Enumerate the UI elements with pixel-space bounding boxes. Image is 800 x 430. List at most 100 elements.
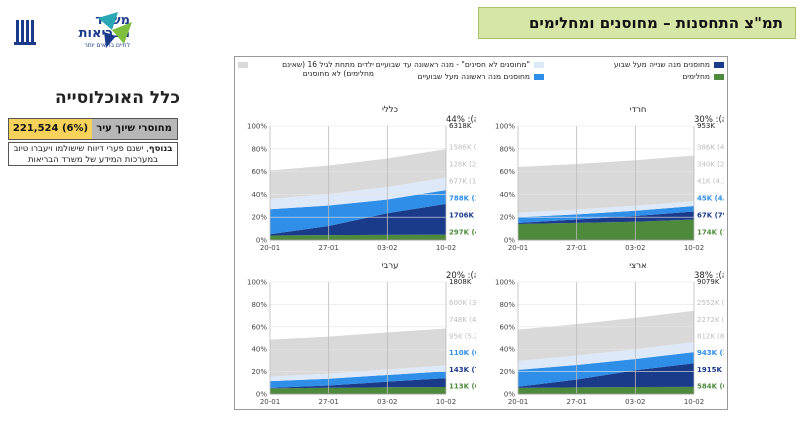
series-area xyxy=(270,149,446,199)
series-area xyxy=(518,352,694,387)
y-tick-label: 20% xyxy=(499,368,515,376)
series-value-label: 1915K (21%) xyxy=(697,366,724,374)
y-tick-label: 40% xyxy=(251,346,267,354)
y-tick-label: 60% xyxy=(251,323,267,331)
y-tick-label: 0% xyxy=(256,391,267,399)
panel-subtitle: אחוז המחוסנים (לפחות שבועיים ממנה ראשונה… xyxy=(694,271,724,281)
x-tick-label: 10-02 xyxy=(436,244,456,252)
unassigned-city-label: מחוסרי שיוך עיר xyxy=(91,119,177,139)
y-tick-label: 60% xyxy=(499,323,515,331)
x-tick-label: 27-01 xyxy=(566,398,586,406)
y-tick-label: 40% xyxy=(499,191,515,199)
series-value-label: 41K (4.3%) xyxy=(697,177,724,185)
chart-panel-national: 0% 20% 40% 60% 80% 100% 20-01 27-01 03-02 10-02 אר… xyxy=(495,261,724,406)
y-tick-label: 40% xyxy=(251,191,267,199)
y-tick-label: 100% xyxy=(495,123,515,131)
series-value-label: 95K (5.2%) xyxy=(449,333,476,341)
y-tick-label: 80% xyxy=(251,145,267,153)
series-value-label: 110K (6.1%) xyxy=(449,349,476,357)
y-tick-label: 0% xyxy=(504,237,515,245)
series-value-label: 943K (10%) xyxy=(697,349,724,357)
chart-legend: מחוסנים מנה שנייה מעל שבוע מחלימים "מחוס… xyxy=(238,60,724,86)
series-area xyxy=(518,201,694,218)
legend-swatch xyxy=(714,62,724,68)
series-area xyxy=(518,206,694,223)
y-tick-label: 40% xyxy=(499,346,515,354)
series-value-label: 788K (12%) xyxy=(449,194,476,202)
y-tick-label: 60% xyxy=(499,168,515,176)
ministry-emblem-icon xyxy=(14,20,36,45)
legend-item: מחוסנים מנה ראשונה מעל שבועיים xyxy=(417,72,530,81)
series-area xyxy=(518,211,694,225)
series-area xyxy=(270,190,446,235)
y-tick-label: 80% xyxy=(251,301,267,309)
series-value-label: 45K (4.8%) xyxy=(697,194,724,202)
legend-swatch xyxy=(534,74,544,80)
y-tick-label: 20% xyxy=(251,368,267,376)
x-tick-label: 20-01 xyxy=(260,244,280,252)
chart-panel-arab: 0% 20% 40% 60% 80% 100% 20-01 27-01 03-02 10-02 ער… xyxy=(247,261,476,406)
logo-star-icon xyxy=(98,12,132,48)
series-area xyxy=(518,363,694,388)
panel-subtitle: אחוז המחוסנים (לפחות שבועיים ממנה ראשונה… xyxy=(446,271,476,281)
series-area xyxy=(270,328,446,377)
reporting-gap-note: בנוסף, ישנם פערי דיווח שישולמו ויעברו טי… xyxy=(8,142,178,166)
total-label: 9079K xyxy=(697,278,720,286)
legend-item: "מחוסנים לא חסינים" - מנה ראשונה עד שבוע… xyxy=(375,60,530,69)
y-tick-label: 0% xyxy=(504,391,515,399)
series-value-label: 128K (20%) xyxy=(449,160,476,168)
legend-swatch xyxy=(238,62,248,68)
chart-panel-haredi: 0% 20% 40% 60% 80% 100% 20-01 27-01 03-02 10-02 חר… xyxy=(495,105,724,252)
x-tick-label: 03-02 xyxy=(377,398,397,406)
series-area xyxy=(518,386,694,394)
panel-subtitle: אחוז המחוסנים (לפחות שבועיים ממנה ראשונה… xyxy=(446,115,476,125)
series-area xyxy=(270,234,446,240)
panel-title: ארצי xyxy=(629,261,646,271)
x-tick-label: 10-02 xyxy=(684,398,704,406)
ministry-logo xyxy=(12,12,132,52)
y-tick-label: 20% xyxy=(251,214,267,222)
series-value-label: 748K (41%) xyxy=(449,316,476,324)
note-text: , ישנם פערי דיווח שישולמו ויעברו טיוב במ… xyxy=(13,144,159,165)
series-value-label: 677K (11%) xyxy=(449,177,476,185)
legend-item: מחלימים xyxy=(682,72,710,81)
series-value-label: 297K (4.7%) xyxy=(449,228,476,236)
series-area xyxy=(270,203,446,236)
y-tick-label: 60% xyxy=(251,168,267,176)
x-tick-label: 10-02 xyxy=(436,398,456,406)
legend-item: ילדים מתחת לגיל 16 (שאינם מחלימים) לא מח… xyxy=(282,60,374,78)
x-tick-label: 20-01 xyxy=(508,244,528,252)
panel-title: כללי xyxy=(382,105,399,115)
x-tick-label: 03-02 xyxy=(625,398,645,406)
unassigned-city-value: 221,524 (6%) xyxy=(9,119,92,139)
series-area xyxy=(518,219,694,240)
panel-subtitle: אחוז המחוסנים (לפחות שבועיים ממנה ראשונה… xyxy=(694,115,724,125)
series-area xyxy=(270,177,446,210)
series-area xyxy=(518,310,694,361)
series-value-label: 584K (6.4%) xyxy=(697,383,724,391)
x-tick-label: 27-01 xyxy=(318,244,338,252)
total-label: 6318K xyxy=(449,122,472,130)
legend-swatch xyxy=(714,74,724,80)
total-label: 953K xyxy=(697,122,715,130)
chart-panel-general: 0% 20% 40% 60% 80% 100% 20-01 27-01 03-02 10-02 כל… xyxy=(247,105,476,252)
series-area xyxy=(270,371,446,388)
x-tick-label: 20-01 xyxy=(260,398,280,406)
x-tick-label: 03-02 xyxy=(625,244,645,252)
header-banner: תמ"צ התחסנות – מחוסנים ומחלימים xyxy=(478,7,796,39)
y-tick-label: 0% xyxy=(256,237,267,245)
x-tick-label: 27-01 xyxy=(566,244,586,252)
legend-swatch xyxy=(534,62,544,68)
x-tick-label: 20-01 xyxy=(508,398,528,406)
x-tick-label: 27-01 xyxy=(318,398,338,406)
unassigned-city-box: מחוסרי שיוך עיר 221,524 (6%) xyxy=(8,118,178,140)
y-tick-label: 80% xyxy=(499,145,515,153)
series-value-label: 2552K (28%) xyxy=(697,299,724,307)
series-area xyxy=(270,386,446,394)
series-area xyxy=(270,365,446,382)
panel-title: ערבי xyxy=(382,261,399,271)
x-tick-label: 10-02 xyxy=(684,244,704,252)
panel-title: חרדי xyxy=(630,105,647,115)
series-area xyxy=(518,155,694,213)
total-label: 1808K xyxy=(449,278,472,286)
